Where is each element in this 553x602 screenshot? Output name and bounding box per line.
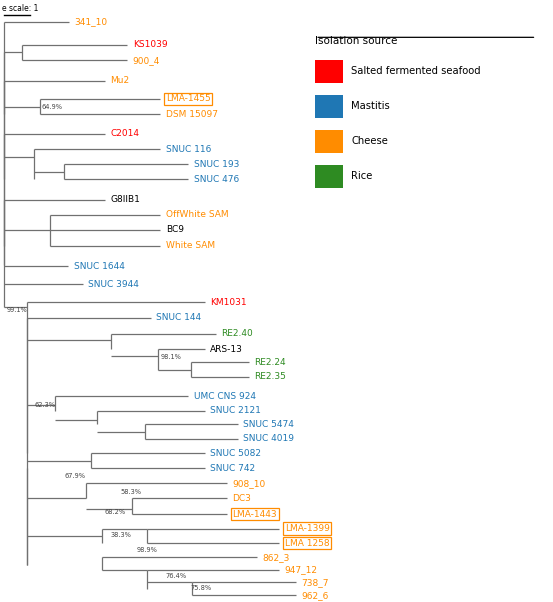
Text: KM1031: KM1031 (210, 298, 247, 306)
Text: 862_3: 862_3 (263, 553, 290, 562)
Text: 98.9%: 98.9% (137, 547, 158, 553)
Text: 76.4%: 76.4% (166, 573, 187, 579)
Text: Isolation source: Isolation source (315, 36, 398, 46)
Text: SNUC 144: SNUC 144 (156, 314, 202, 322)
Text: 900_4: 900_4 (133, 56, 160, 64)
Text: 62.3%: 62.3% (34, 402, 55, 408)
Text: RE2.24: RE2.24 (254, 358, 286, 367)
Text: 99.1%: 99.1% (7, 307, 28, 313)
Text: SNUC 3944: SNUC 3944 (88, 280, 139, 288)
Text: DSM 15097: DSM 15097 (166, 110, 218, 119)
Text: KS1039: KS1039 (133, 40, 168, 49)
FancyBboxPatch shape (315, 165, 343, 188)
Text: 962_6: 962_6 (301, 591, 329, 600)
Text: LMA-1455: LMA-1455 (166, 95, 211, 103)
Text: 58.3%: 58.3% (120, 489, 141, 495)
FancyBboxPatch shape (315, 130, 343, 153)
Text: BC9: BC9 (166, 226, 184, 234)
Text: SNUC 193: SNUC 193 (194, 160, 239, 169)
FancyBboxPatch shape (315, 95, 343, 118)
Text: Rice: Rice (351, 171, 373, 181)
Text: DC3: DC3 (232, 494, 251, 503)
Text: 38.3%: 38.3% (111, 532, 132, 538)
Text: Mastitis: Mastitis (351, 101, 390, 111)
Text: 908_10: 908_10 (232, 479, 265, 488)
Text: G8IIB1: G8IIB1 (111, 196, 140, 204)
Text: 738_7: 738_7 (301, 578, 329, 586)
Text: ARS-13: ARS-13 (210, 345, 243, 353)
Text: SNUC 742: SNUC 742 (210, 464, 255, 473)
Text: 67.9%: 67.9% (65, 473, 86, 479)
Text: SNUC 5082: SNUC 5082 (210, 449, 261, 458)
Text: SNUC 5474: SNUC 5474 (243, 420, 294, 429)
Text: Cheese: Cheese (351, 136, 388, 146)
Text: SNUC 2121: SNUC 2121 (210, 406, 261, 415)
Text: Mu2: Mu2 (111, 76, 130, 85)
Text: LMA-1399: LMA-1399 (285, 524, 330, 533)
Text: 98.1%: 98.1% (160, 354, 181, 360)
Text: LMA 1258: LMA 1258 (285, 539, 330, 547)
Text: 68.2%: 68.2% (105, 509, 126, 515)
Text: 341_10: 341_10 (75, 17, 108, 26)
Text: 947_12: 947_12 (285, 566, 318, 574)
Text: e scale: 1: e scale: 1 (2, 4, 38, 13)
Text: SNUC 4019: SNUC 4019 (243, 435, 294, 443)
Text: C2014: C2014 (111, 129, 139, 138)
Text: SNUC 1644: SNUC 1644 (74, 262, 124, 270)
Text: SNUC 476: SNUC 476 (194, 175, 239, 184)
Text: 64.9%: 64.9% (41, 104, 62, 110)
Text: SNUC 116: SNUC 116 (166, 145, 211, 154)
Text: Salted fermented seafood: Salted fermented seafood (351, 66, 481, 76)
Text: White SAM: White SAM (166, 241, 215, 250)
Text: OffWhite SAM: OffWhite SAM (166, 211, 228, 219)
Text: 75.8%: 75.8% (191, 585, 212, 591)
Text: UMC CNS 924: UMC CNS 924 (194, 392, 255, 400)
Text: LMA-1443: LMA-1443 (232, 510, 277, 518)
Text: RE2.40: RE2.40 (221, 329, 253, 338)
FancyBboxPatch shape (315, 60, 343, 83)
Text: RE2.35: RE2.35 (254, 373, 286, 381)
